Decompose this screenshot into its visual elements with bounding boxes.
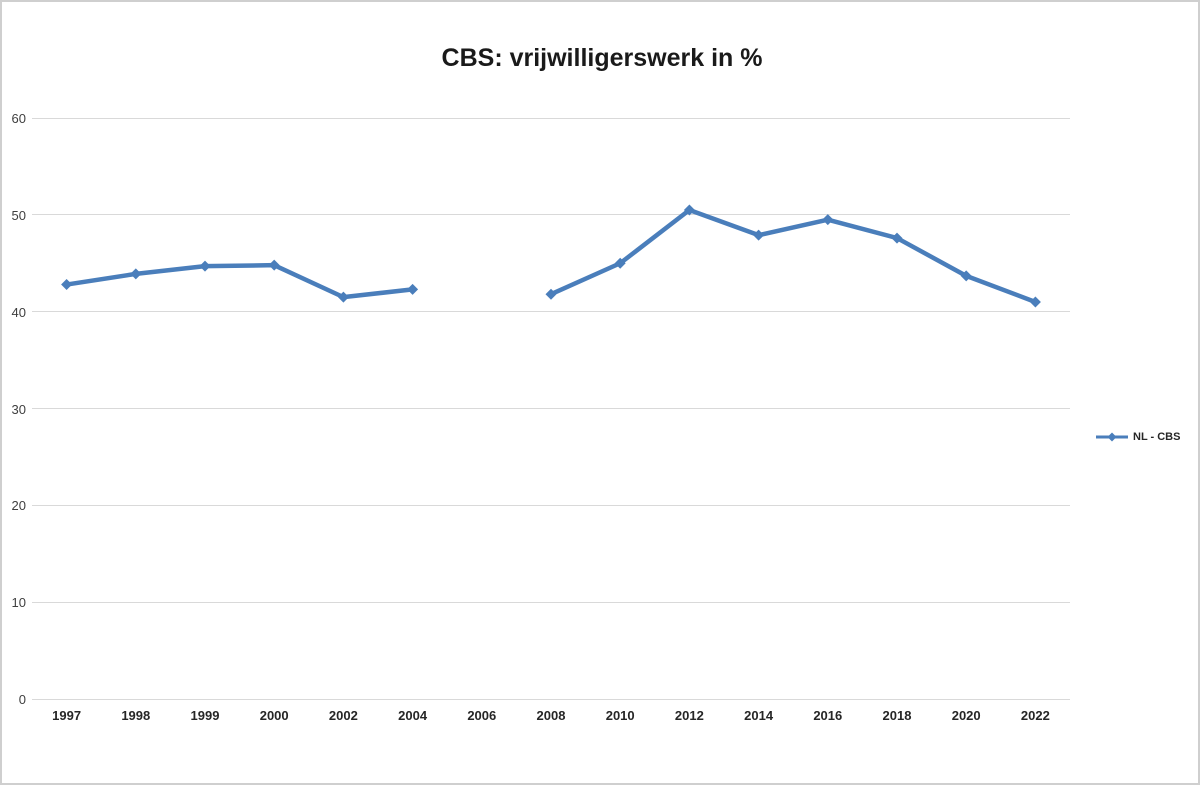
gridline (32, 698, 1070, 700)
x-tick-label: 2018 (882, 708, 912, 723)
gridline (32, 117, 1070, 119)
x-tick-label: 2020 (951, 708, 981, 723)
x-tick-label: 1999 (190, 708, 220, 723)
x-tick-label: 1998 (121, 708, 151, 723)
x-tick-label: 2002 (328, 708, 358, 723)
series-line (64, 262, 415, 300)
y-tick-label: 10 (11, 595, 26, 611)
x-tick-label: 2000 (259, 708, 289, 723)
y-tick-label: 0 (18, 692, 26, 707)
x-tick-label: 1997 (52, 708, 82, 723)
data-point-marker (1029, 296, 1041, 308)
legend: NL - CBS (1095, 431, 1180, 443)
data-point-marker (822, 214, 834, 226)
data-point-marker (683, 204, 695, 216)
data-point-marker (61, 279, 73, 291)
data-point-marker (545, 288, 557, 300)
data-point-marker (337, 291, 349, 303)
chart-title: CBS: vrijwilligerswerk in % (441, 44, 763, 72)
x-tick-label: 2008 (536, 708, 566, 723)
data-point-marker (130, 268, 142, 280)
y-tick-label: 20 (11, 498, 26, 514)
data-point-marker (268, 259, 280, 271)
data-point-marker (614, 257, 626, 269)
x-tick-label: 2022 (1020, 708, 1050, 723)
gridline (32, 601, 1070, 603)
y-tick-label: 30 (11, 401, 26, 417)
x-tick-label: 2014 (744, 708, 774, 723)
gridline (32, 311, 1070, 313)
legend-label: NL - CBS (1133, 431, 1181, 443)
series-line (548, 207, 1038, 305)
y-tick-label: 40 (11, 304, 26, 320)
data-point-marker (199, 260, 211, 272)
data-point-marker (407, 283, 419, 295)
x-tick-label: 2016 (813, 708, 843, 723)
x-tick-label: 2012 (674, 708, 704, 723)
gridline (32, 408, 1070, 409)
gridline (32, 214, 1070, 216)
x-tick-label: 2006 (467, 708, 497, 723)
x-tick-label: 2004 (398, 708, 428, 723)
data-point-marker (753, 229, 765, 241)
y-tick-label: 50 (11, 207, 26, 223)
y-tick-label: 60 (11, 111, 26, 126)
gridline (32, 504, 1070, 506)
data-point-marker (960, 270, 972, 282)
x-tick-label: 2010 (605, 708, 635, 723)
data-point-marker (891, 232, 903, 244)
legend-marker-icon (1096, 432, 1128, 442)
